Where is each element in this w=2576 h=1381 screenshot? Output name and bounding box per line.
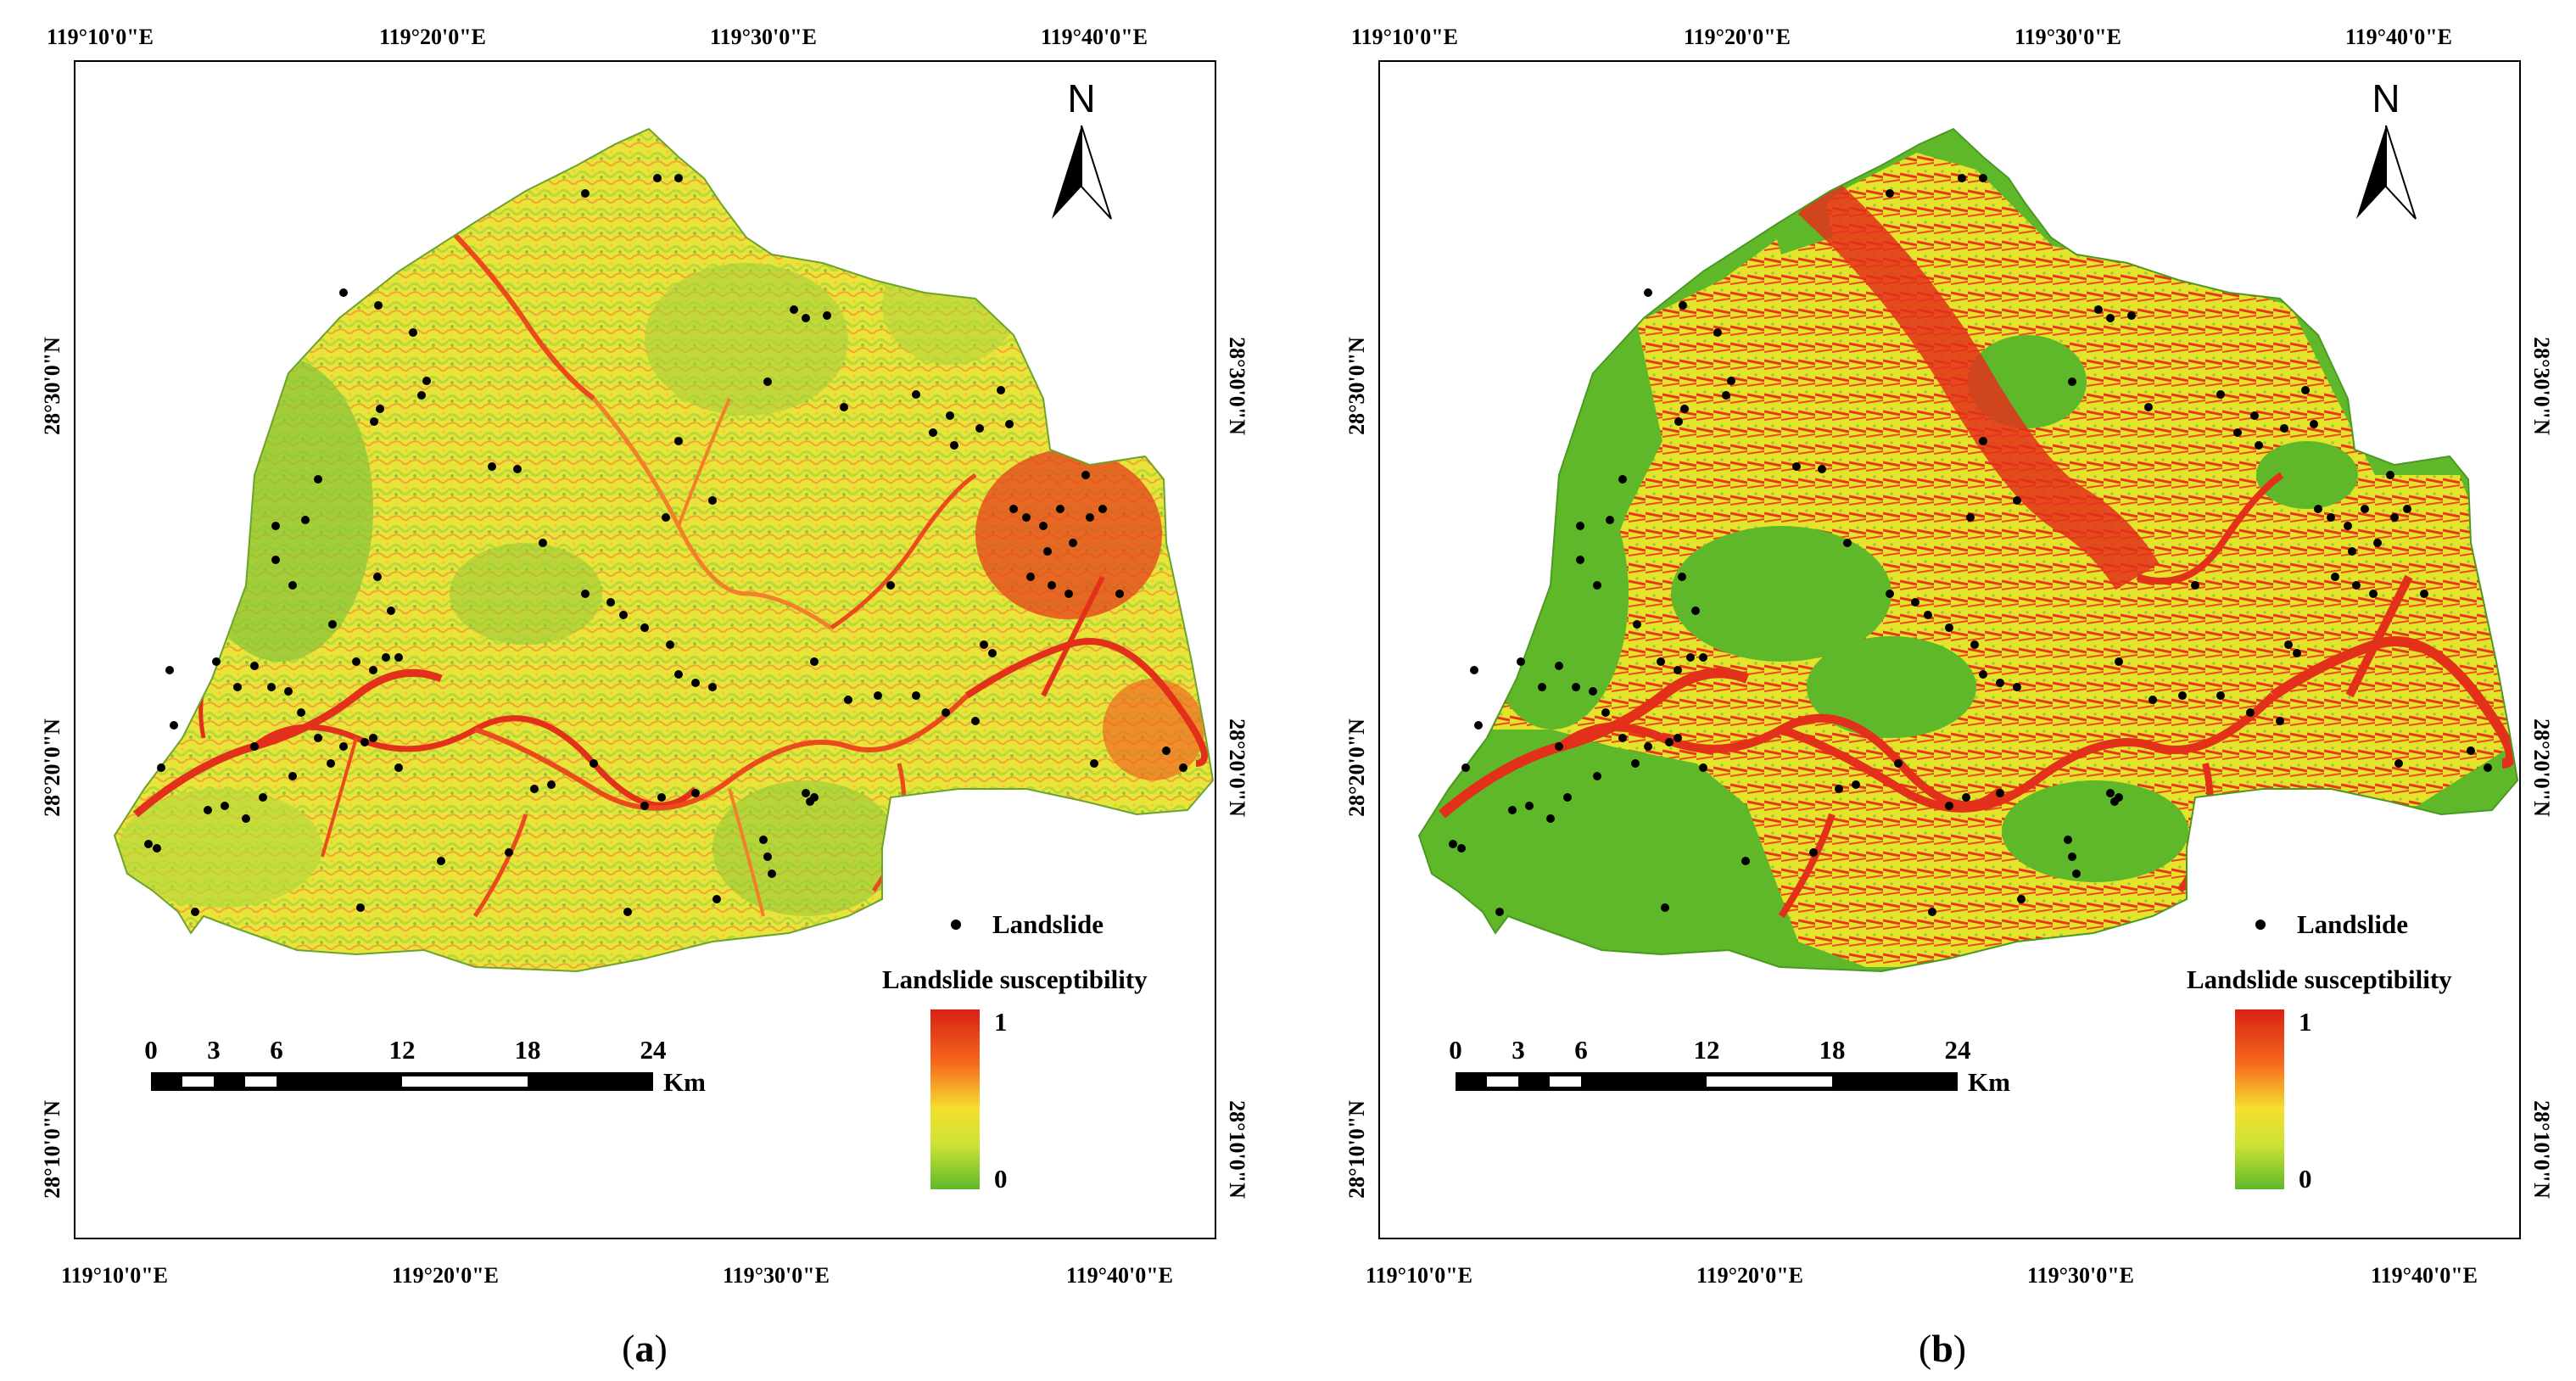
scale-label-24: 24 <box>1945 1035 1971 1065</box>
lat-tick-right: 28°10'0"N <box>2529 1100 2554 1199</box>
ramp-low-label: 0 <box>2299 1164 2312 1194</box>
scale-label-0: 0 <box>144 1035 158 1065</box>
scale-unit: Km <box>663 1067 706 1097</box>
map-frame-b <box>1378 60 2521 1239</box>
susceptibility-raster-b <box>1419 129 2517 971</box>
lon-tick-bottom: 119°40'0"E <box>1066 1263 1173 1288</box>
lon-tick-bottom: 119°30'0"E <box>2027 1263 2134 1288</box>
susceptibility-color-ramp <box>930 1009 980 1189</box>
north-arrow-label: N <box>1067 76 1095 120</box>
lon-tick-bottom: 119°10'0"E <box>1366 1263 1472 1288</box>
lon-tick-top: 119°10'0"E <box>47 25 154 49</box>
landslide-legend-marker <box>2255 920 2266 930</box>
scale-label-12: 12 <box>1694 1035 1720 1065</box>
scale-label-24: 24 <box>640 1035 667 1065</box>
lat-tick-right: 28°20'0"N <box>1225 718 1249 817</box>
landslide-legend-marker <box>951 920 961 930</box>
scale-label-6: 6 <box>270 1035 283 1065</box>
scale-label-0: 0 <box>1449 1035 1462 1065</box>
panel-a: N Landslide Landslide susceptibility 1 0… <box>40 25 1249 1370</box>
ramp-low-label: 0 <box>994 1164 1008 1194</box>
panel-b: N Landslide Landslide susceptibility 1 0… <box>1344 25 2554 1370</box>
legend-b: Landslide Landslide susceptibility 1 0 <box>2187 909 2452 1194</box>
north-arrow-label: N <box>2372 76 2400 120</box>
scale-label-18: 18 <box>515 1035 541 1065</box>
lon-tick-top: 119°40'0"E <box>2345 25 2452 49</box>
scale-label-12: 12 <box>389 1035 416 1065</box>
lon-tick-bottom: 119°20'0"E <box>392 1263 499 1288</box>
north-arrow-a: N <box>1052 76 1112 220</box>
landslide-points-a <box>144 174 1187 916</box>
scale-label-18: 18 <box>1819 1035 1846 1065</box>
scale-unit: Km <box>1968 1067 2010 1097</box>
lon-tick-top: 119°30'0"E <box>2014 25 2121 49</box>
axis-labels-b: 119°10'0"E 119°20'0"E 119°30'0"E 119°40'… <box>1344 25 2554 1288</box>
panel-caption-a: (a) <box>622 1327 668 1370</box>
landslide-points-b <box>1449 174 2492 916</box>
scale-label-3: 3 <box>1512 1035 1525 1065</box>
lat-tick-left: 28°10'0"N <box>40 1100 64 1199</box>
landslide-legend-label: Landslide <box>992 909 1104 939</box>
lat-tick-right: 28°20'0"N <box>2529 718 2554 817</box>
lon-tick-top: 119°20'0"E <box>1684 25 1791 49</box>
scale-label-3: 3 <box>207 1035 221 1065</box>
lon-tick-top: 119°10'0"E <box>1351 25 1458 49</box>
scale-bar-b: 0 3 6 12 18 24 Km <box>1449 1035 2010 1097</box>
axis-labels-a: 119°10'0"E 119°20'0"E 119°30'0"E 119°40'… <box>40 25 1249 1288</box>
lat-tick-right: 28°30'0"N <box>1225 337 1249 435</box>
lat-tick-left: 28°20'0"N <box>40 718 64 817</box>
lat-tick-left: 28°10'0"N <box>1344 1100 1369 1199</box>
lon-tick-bottom: 119°40'0"E <box>2371 1263 2478 1288</box>
lat-tick-right: 28°30'0"N <box>2529 337 2554 435</box>
lat-tick-left: 28°20'0"N <box>1344 718 1369 817</box>
lon-tick-top: 119°40'0"E <box>1041 25 1148 49</box>
lon-tick-top: 119°20'0"E <box>379 25 486 49</box>
panel-caption-b: (b) <box>1919 1327 1966 1370</box>
scale-label-6: 6 <box>1574 1035 1588 1065</box>
map-frame-a <box>74 60 1216 1239</box>
landslide-legend-label: Landslide <box>2297 909 2408 939</box>
lon-tick-bottom: 119°20'0"E <box>1696 1263 1803 1288</box>
ramp-high-label: 1 <box>2299 1007 2312 1037</box>
lat-tick-left: 28°30'0"N <box>1344 337 1369 435</box>
north-arrow-b: N <box>2356 76 2417 220</box>
susceptibility-legend-title: Landslide susceptibility <box>882 964 1148 994</box>
susceptibility-legend-title: Landslide susceptibility <box>2187 964 2452 994</box>
lon-tick-top: 119°30'0"E <box>710 25 817 49</box>
lon-tick-bottom: 119°10'0"E <box>61 1263 168 1288</box>
ramp-high-label: 1 <box>994 1007 1008 1037</box>
susceptibility-color-ramp <box>2235 1009 2284 1189</box>
lat-tick-right: 28°10'0"N <box>1225 1100 1249 1199</box>
lon-tick-bottom: 119°30'0"E <box>723 1263 830 1288</box>
scale-bar-a: 0 3 6 12 18 24 Km <box>144 1035 706 1097</box>
lat-tick-left: 28°30'0"N <box>40 337 64 435</box>
legend-a: Landslide Landslide susceptibility 1 0 <box>882 909 1148 1194</box>
